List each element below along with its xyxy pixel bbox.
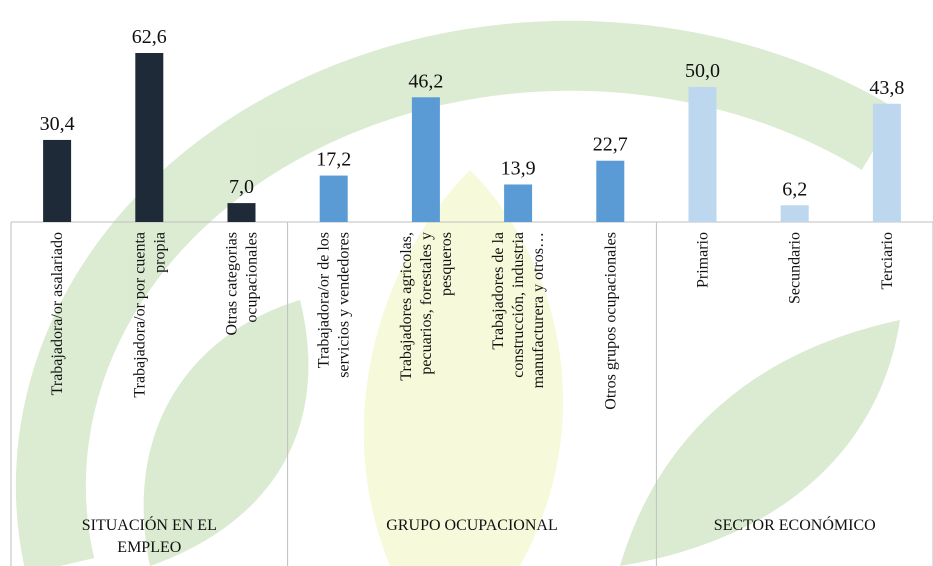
group-label: GRUPO OCUPACIONAL [386, 517, 557, 534]
watermark [51, 56, 900, 566]
value-label: 7,0 [229, 176, 254, 198]
category-label: Secundario [787, 232, 804, 304]
category-label: Otros grupos ocupacionales [602, 232, 619, 410]
category-label-group: Primario [695, 232, 712, 288]
category-label: Trabajadora/or asalariado [49, 232, 66, 395]
category-label-group: Secundario [787, 232, 804, 304]
value-label: 30,4 [40, 113, 75, 135]
bar [596, 161, 624, 222]
chart: 30,4 Trabajadora/or asalariado 62,6 Trabaja… [0, 0, 933, 566]
bar [43, 140, 71, 222]
value-label: 50,0 [685, 60, 720, 82]
category-label-group: Otros grupos ocupacionales [602, 232, 619, 410]
category-label-group: Trabajadora/or asalariado [49, 232, 66, 395]
category-label: Primario [695, 232, 712, 288]
bar [873, 104, 901, 222]
category-label-group: Terciario [879, 232, 896, 290]
value-label: 46,2 [408, 70, 443, 92]
value-label: 62,6 [132, 26, 167, 48]
bar [320, 176, 348, 222]
bar [781, 205, 809, 222]
value-label: 43,8 [869, 77, 904, 99]
bar [504, 184, 532, 222]
value-label: 13,9 [501, 157, 536, 179]
category-label: Terciario [879, 232, 896, 290]
bar [228, 203, 256, 222]
value-label: 17,2 [316, 149, 351, 171]
bar [689, 87, 717, 222]
bar [135, 53, 163, 222]
value-label: 6,2 [782, 178, 807, 200]
bar [412, 97, 440, 222]
value-label: 22,7 [593, 134, 628, 156]
group-label: SECTOR ECONÓMICO [714, 515, 876, 534]
